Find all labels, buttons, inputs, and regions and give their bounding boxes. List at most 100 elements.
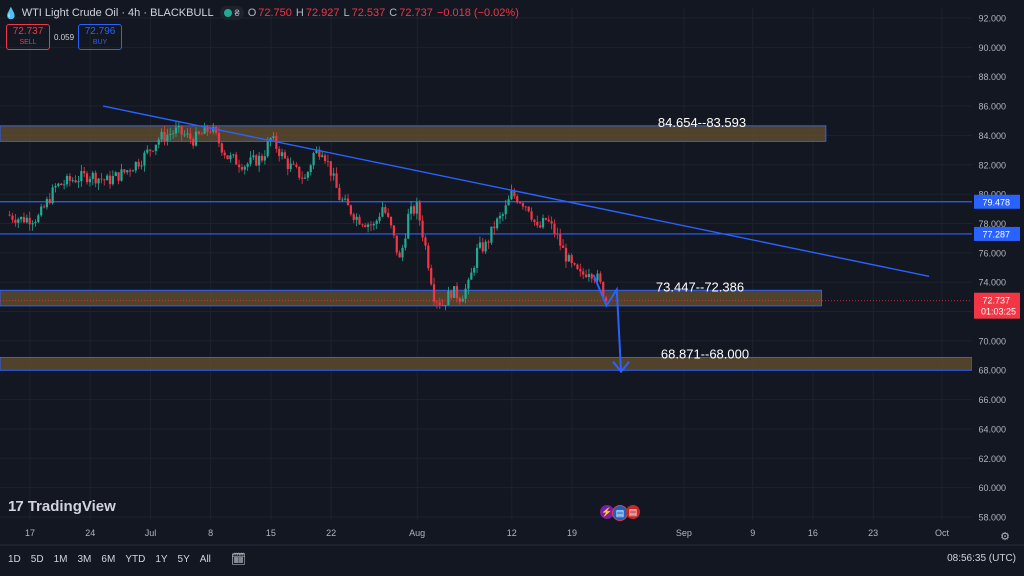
x-tick-label: 19 [567, 528, 577, 538]
ohlc-high: 72.927 [305, 7, 340, 19]
symbol-title[interactable]: WTI Light Crude Oil · 4h · BLACKBULL [21, 7, 214, 19]
visibility-toggle[interactable]: ₴ [219, 6, 244, 20]
candle-body [424, 237, 427, 246]
timeframe-6m[interactable]: 6M [101, 553, 116, 565]
candle-body [421, 220, 424, 238]
candle-body [493, 226, 496, 229]
candle-body [550, 221, 553, 224]
candle-body [605, 297, 608, 302]
candle-body [252, 155, 255, 158]
economic-events[interactable]: ⚡ ▤ ▤ [600, 505, 640, 521]
currency-icon: ₴ [234, 8, 240, 18]
price-axis[interactable]: 92.000 90.000 88.000 86.000 84.000 82.000 80.0… [972, 0, 1024, 545]
timeframe-5d[interactable]: 5D [30, 553, 44, 565]
candle-body [68, 175, 71, 181]
y-tick-label: 80.000 [978, 190, 1006, 200]
timeframe-1d[interactable]: 1D [8, 553, 21, 565]
candle-body [232, 154, 235, 156]
projection-arrowhead [612, 361, 630, 374]
time-axis[interactable]: 17 24 Jul 8 15 22 Aug 12 19 Sep 9 16 23 Oct [0, 528, 1024, 546]
candle-body [100, 178, 103, 180]
candle-body [146, 149, 149, 153]
x-tick-label: Oct [935, 528, 950, 538]
candle-body [123, 169, 126, 173]
sell-button[interactable]: 72.737 SELL [6, 24, 50, 50]
candle-body [344, 198, 347, 200]
y-tick-label: 82.000 [978, 160, 1006, 170]
ohlc-open: 72.750 [258, 7, 292, 19]
timeframe-3m[interactable]: 3M [77, 553, 92, 565]
candle-body [338, 187, 341, 201]
candle-body [11, 215, 14, 220]
bottom-toolbar: 1D 5D 1M 3M 6M YTD 1Y 5Y All 🗓 08:56:35 (UTC) [0, 546, 1024, 572]
candle-body [444, 305, 447, 306]
y-tick-label: 68.000 [978, 366, 1006, 376]
lightning-event-icon[interactable]: ⚡ [600, 505, 614, 519]
candle-body [407, 213, 410, 239]
timeframe-5y[interactable]: 5Y [177, 553, 190, 565]
candle-body [366, 224, 370, 227]
candle-body [323, 155, 327, 162]
candle-body [57, 183, 60, 186]
candle-body [398, 252, 401, 258]
candle-body [91, 172, 94, 179]
x-tick-label: 23 [868, 528, 878, 538]
candle-body [60, 183, 63, 186]
candle-body [126, 170, 129, 173]
candle-body [536, 221, 539, 226]
candle-body [54, 185, 57, 188]
y-tick-label: 76.000 [978, 248, 1006, 258]
x-tick-label: 12 [507, 528, 517, 538]
hline-badge-label-0: 79.478 [982, 197, 1010, 207]
hline-badge-0 [974, 194, 1020, 209]
timeframe-all[interactable]: All [199, 553, 211, 565]
candle-body [430, 268, 433, 285]
candle-body [438, 302, 441, 305]
utc-clock[interactable]: 08:56:35 (UTC) [947, 553, 1016, 564]
timeframe-1m[interactable]: 1M [53, 553, 68, 565]
timeframe-ytd[interactable]: YTD [125, 553, 146, 565]
candle-body [40, 206, 43, 216]
candle-body [490, 226, 493, 243]
ohlc-low: 72.537 [351, 7, 386, 19]
candle-body [65, 175, 69, 185]
tradingview-logo[interactable]: 17 TradingView [8, 498, 116, 515]
x-tick-label: 16 [808, 528, 818, 538]
candle-body [346, 198, 350, 206]
candle-body [266, 141, 269, 157]
candle-body [166, 134, 169, 142]
y-tick-label: 70.000 [978, 336, 1006, 346]
candle-body [521, 203, 525, 207]
candle-body [375, 220, 378, 224]
countdown-label: 01:03:25 [981, 307, 1016, 317]
candle-body [507, 199, 510, 206]
candle-body [470, 272, 473, 280]
candle-body [332, 173, 335, 176]
candle-body [209, 131, 212, 133]
candle-body [278, 148, 281, 157]
timeframe-1y[interactable]: 1Y [155, 553, 168, 565]
candle-body [318, 149, 321, 157]
candle-body [395, 235, 398, 253]
candle-body [120, 169, 123, 181]
candle-body [280, 152, 284, 157]
candle-body [341, 199, 344, 201]
candle-body [541, 218, 545, 228]
y-tick-label: 66.000 [978, 395, 1006, 405]
settings-gear-icon[interactable]: ⚙ [1000, 531, 1010, 543]
calendar-icon[interactable]: 🗓 [230, 552, 247, 566]
candle-body [197, 131, 201, 134]
candle-body [315, 149, 318, 154]
candle-body [157, 139, 160, 145]
candle-body [303, 177, 307, 179]
candle-body [326, 161, 330, 162]
x-tick-label: 24 [85, 528, 95, 538]
candle-body [186, 133, 189, 135]
candle-body [392, 225, 396, 236]
buy-button[interactable]: 72.796 BUY [78, 24, 123, 50]
candle-body [584, 274, 588, 278]
us-flag-event-icon-2[interactable]: ▤ [626, 505, 640, 519]
candle-body [131, 170, 135, 172]
candle-body [355, 216, 358, 220]
